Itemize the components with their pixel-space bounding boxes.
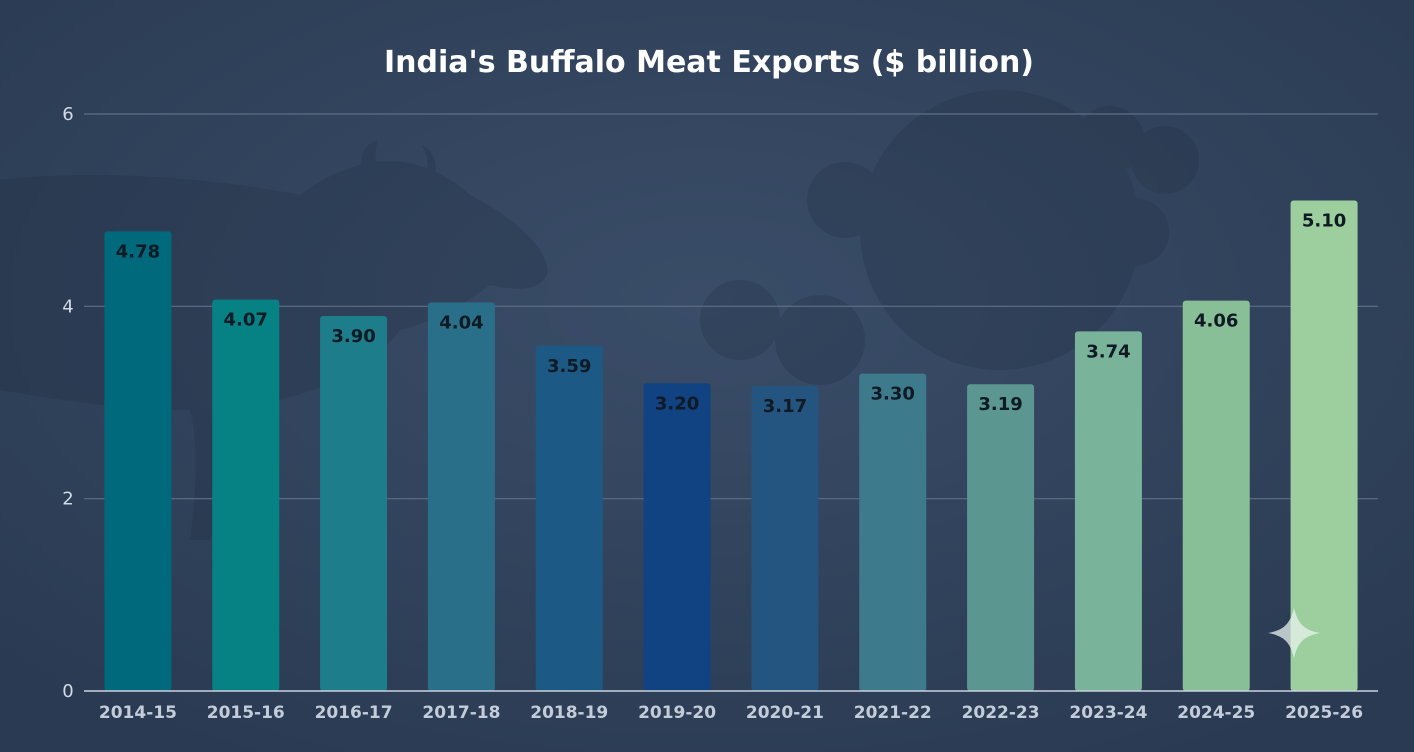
bar-2021-22 bbox=[859, 373, 927, 691]
x-tick-label: 2020-21 bbox=[746, 703, 824, 723]
gridlines bbox=[84, 113, 1378, 500]
x-tick-label: 2022-23 bbox=[962, 703, 1040, 723]
sparkle-icon bbox=[1268, 608, 1320, 658]
x-tick-label: 2018-19 bbox=[530, 703, 608, 723]
bars bbox=[104, 200, 1358, 692]
value-label: 3.19 bbox=[978, 394, 1022, 415]
value-label: 4.06 bbox=[1194, 311, 1238, 332]
value-label: 3.74 bbox=[1086, 341, 1130, 362]
bar-2015-16 bbox=[212, 299, 280, 691]
value-label: 4.07 bbox=[224, 310, 268, 331]
value-label: 3.30 bbox=[871, 384, 915, 405]
x-tick-label: 2016-17 bbox=[315, 703, 393, 723]
y-tick-label: 6 bbox=[62, 104, 73, 125]
x-tick-label: 2015-16 bbox=[207, 703, 285, 723]
bar-2022-23 bbox=[967, 384, 1035, 691]
chart-title: India's Buffalo Meat Exports ($ billion) bbox=[384, 45, 1034, 80]
x-tick-label: 2023-24 bbox=[1069, 703, 1147, 723]
x-tick-label: 2024-25 bbox=[1177, 703, 1255, 723]
x-tick-label: 2017-18 bbox=[422, 703, 500, 723]
y-tick-label: 4 bbox=[62, 296, 73, 317]
y-axis-ticks: 0 2 4 6 bbox=[62, 104, 73, 702]
value-label: 4.78 bbox=[116, 241, 160, 262]
x-tick-label: 2014-15 bbox=[99, 703, 177, 723]
y-tick-label: 0 bbox=[62, 681, 73, 702]
x-tick-label: 2021-22 bbox=[854, 703, 932, 723]
value-labels: 4.78 4.07 3.90 4.04 3.59 3.20 3.17 3.30 3.19 3.74… bbox=[116, 211, 1347, 418]
value-label: 3.20 bbox=[655, 393, 699, 414]
bar-2016-17 bbox=[320, 315, 388, 691]
bar-2024-25 bbox=[1182, 300, 1250, 691]
value-label: 3.17 bbox=[763, 396, 807, 417]
bar-2019-20 bbox=[643, 383, 711, 691]
bar-2014-15 bbox=[104, 231, 172, 691]
bar-2025-26 bbox=[1290, 200, 1358, 692]
x-axis-ticks: 2014-15 2015-16 2016-17 2017-18 2018-19 2019-… bbox=[99, 703, 1363, 723]
y-tick-label: 2 bbox=[62, 489, 73, 510]
value-label: 3.59 bbox=[547, 356, 591, 377]
bar-2018-19 bbox=[535, 345, 603, 691]
value-label: 4.04 bbox=[439, 312, 483, 333]
bar-2017-18 bbox=[427, 302, 495, 691]
x-tick-label: 2019-20 bbox=[638, 703, 716, 723]
bar-2023-24 bbox=[1074, 331, 1142, 691]
value-label: 3.90 bbox=[331, 326, 375, 347]
x-tick-label: 2025-26 bbox=[1285, 703, 1363, 723]
bar-2020-21 bbox=[751, 386, 819, 691]
value-label: 5.10 bbox=[1302, 211, 1346, 232]
